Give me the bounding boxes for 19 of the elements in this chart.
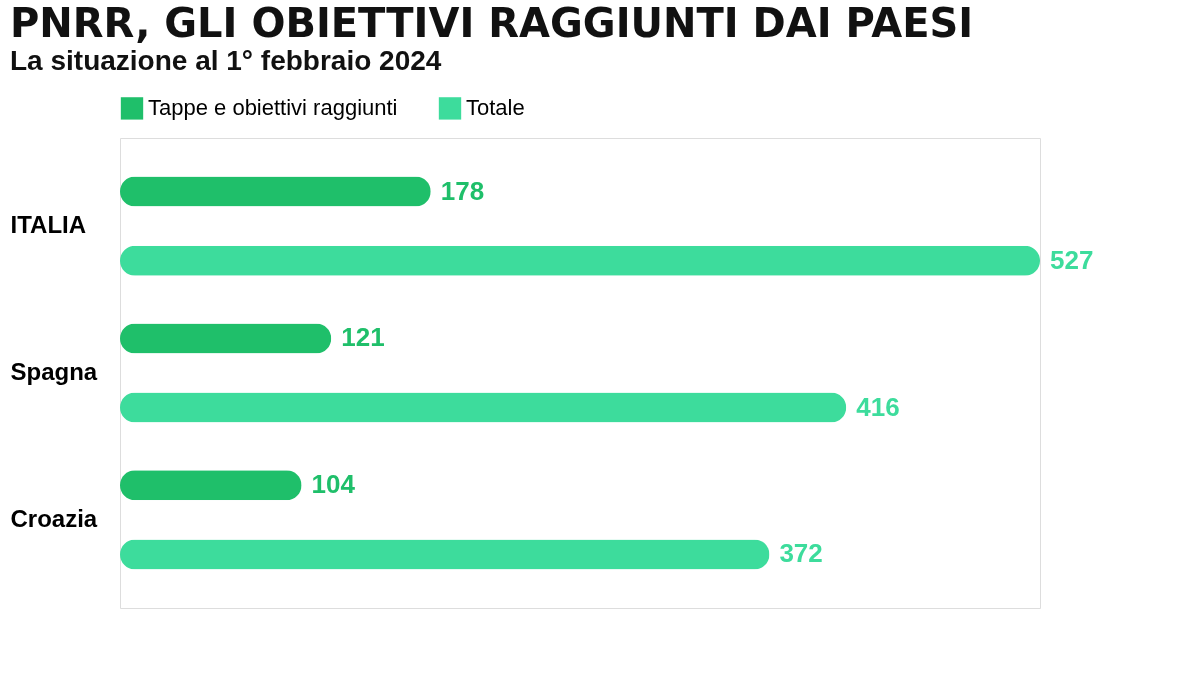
y-tick-label: ITALIA bbox=[10, 211, 87, 239]
chart-subtitle: La situazione al 1° febbraio 2024 bbox=[10, 45, 442, 76]
legend-label: Totale bbox=[466, 95, 525, 121]
bar bbox=[120, 245, 1040, 276]
data-label: 416 bbox=[856, 391, 900, 422]
chart-title: PNRR, GLI OBIETTIVI RAGGIUNTI DAI PAESI bbox=[10, 0, 974, 46]
data-label: 104 bbox=[311, 469, 356, 500]
y-tick-label: Croazia bbox=[10, 504, 98, 532]
bar bbox=[120, 539, 770, 570]
bar bbox=[120, 392, 847, 423]
data-label: 121 bbox=[341, 322, 385, 353]
data-label: 372 bbox=[779, 538, 823, 569]
y-tick-label: Spagna bbox=[10, 358, 98, 385]
data-label: 178 bbox=[440, 175, 485, 206]
bar bbox=[120, 470, 302, 501]
data-label: 527 bbox=[1050, 244, 1094, 275]
bar bbox=[120, 176, 431, 207]
legend-label: Tappe e obiettivi raggiunti bbox=[148, 95, 398, 121]
bar bbox=[120, 323, 332, 354]
